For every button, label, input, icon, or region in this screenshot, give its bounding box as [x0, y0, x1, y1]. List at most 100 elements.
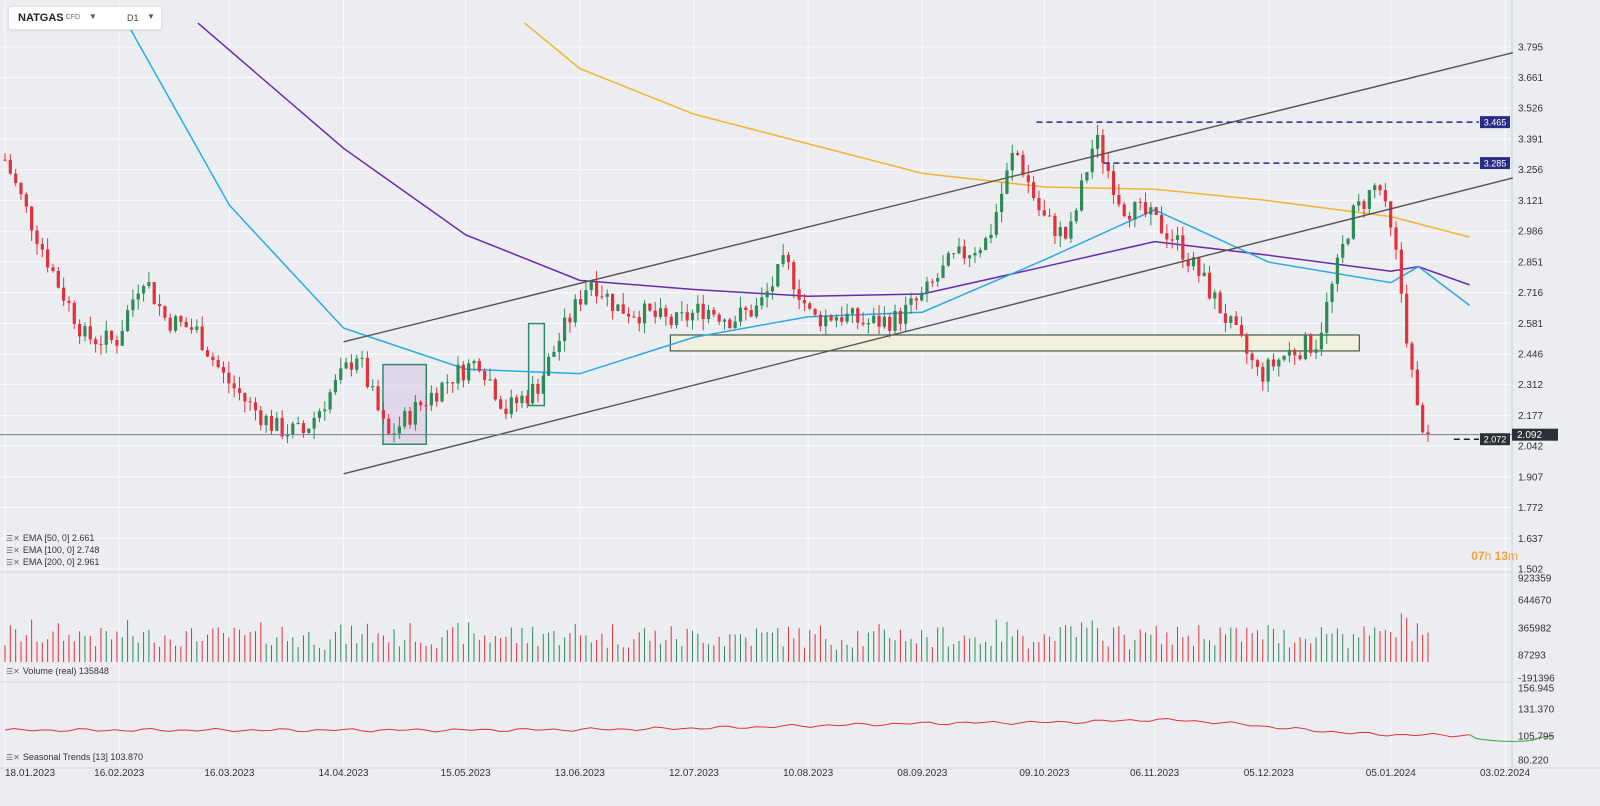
candle-body	[1149, 207, 1153, 215]
candle-body	[1010, 152, 1014, 171]
candle-body	[1239, 324, 1244, 336]
candle-body	[850, 308, 855, 314]
level-tag-text: 2.072	[1484, 435, 1507, 445]
seasonal-tick-label: 156.945	[1518, 684, 1555, 695]
candle-body	[1335, 257, 1339, 284]
candle-body	[275, 417, 279, 431]
candle-body	[339, 368, 343, 380]
candle-body	[195, 326, 199, 330]
candle-body	[584, 290, 588, 305]
legend-seasonal[interactable]: ☰✕ Seasonal Trends [13] 103.870	[6, 752, 143, 762]
candle-body	[957, 246, 961, 254]
candle-body	[125, 310, 130, 332]
candle-body	[722, 319, 727, 322]
candle-body	[642, 303, 647, 324]
date-tick-label: 08.09.2023	[897, 768, 947, 779]
candle-body	[141, 286, 146, 294]
symbol-chevron-down-icon[interactable]: ▼	[89, 12, 97, 21]
volume-tick-label: -191396	[1518, 674, 1555, 685]
candle-body	[477, 361, 481, 372]
candle-body	[1016, 152, 1020, 155]
candle-body	[781, 255, 785, 265]
candle-body	[728, 319, 732, 328]
candle-body	[221, 367, 226, 373]
date-tick-label: 05.01.2024	[1366, 768, 1416, 779]
candle-body	[648, 303, 652, 311]
candle-body	[600, 296, 604, 298]
candle-body	[1127, 215, 1132, 220]
candle-body	[387, 418, 391, 434]
candle-body	[509, 397, 513, 415]
candle-body	[424, 405, 428, 407]
candle-body	[824, 315, 828, 327]
candle-body	[1053, 215, 1057, 237]
candle-body	[834, 317, 839, 321]
price-tick-label: 1.772	[1518, 503, 1543, 514]
candle-body	[285, 434, 290, 437]
candle-body	[1207, 272, 1212, 299]
timeframe-label[interactable]: D1	[127, 13, 139, 23]
candle-body	[541, 375, 545, 394]
candle-body	[381, 410, 386, 419]
candle-body	[360, 357, 364, 359]
candle-body	[936, 277, 940, 282]
candle-body	[717, 314, 721, 322]
price-tick-label: 1.907	[1518, 472, 1543, 483]
candle-body	[237, 388, 242, 394]
candle-body	[632, 316, 636, 318]
candle-body	[1266, 359, 1270, 382]
legend-volume[interactable]: ☰✕ Volume (real) 135848	[6, 666, 109, 676]
instrument-toolbar[interactable]: NATGAS CFD ▼ D1 ▼	[8, 6, 162, 30]
settings-icon[interactable]: ☰✕	[6, 752, 20, 762]
settings-icon[interactable]: ☰✕	[6, 533, 20, 543]
candle-body	[445, 382, 449, 384]
volume-bars	[4, 613, 1429, 662]
candle-body	[1399, 249, 1403, 294]
candle-body	[317, 411, 322, 418]
candle-body	[808, 303, 812, 309]
candle-body	[40, 243, 44, 250]
date-tick-label: 09.10.2023	[1019, 768, 1069, 779]
candle-body	[1122, 204, 1126, 216]
candle-body	[291, 423, 295, 435]
candle-body	[307, 428, 311, 434]
candle-body	[243, 393, 247, 402]
candle-body	[1181, 235, 1185, 260]
candle-body	[1282, 355, 1286, 360]
settings-icon[interactable]: ☰✕	[6, 557, 20, 567]
settings-icon[interactable]: ☰✕	[6, 666, 20, 676]
candle-body	[152, 282, 156, 304]
candle-body	[323, 409, 327, 412]
highlight-box	[527, 322, 546, 407]
candle-body	[1373, 185, 1377, 191]
legend-ema200[interactable]: ☰✕ EMA [200, 0] 2.961	[6, 557, 100, 567]
candle-body	[920, 292, 924, 301]
current-price-tag: 2.092	[1512, 428, 1558, 441]
settings-icon[interactable]: ☰✕	[6, 545, 20, 555]
candle-body	[1202, 272, 1206, 276]
legend-ema50[interactable]: ☰✕ EMA [50, 0] 2.661	[6, 533, 95, 543]
candle-body	[1245, 335, 1249, 354]
symbol-label[interactable]: NATGAS CFD	[18, 12, 81, 24]
volume-tick-label: 644670	[1518, 596, 1552, 607]
date-tick-label: 03.02.2024	[1480, 768, 1530, 779]
candle-body	[365, 357, 370, 388]
candle-body	[328, 392, 332, 410]
candle-body	[1351, 205, 1355, 239]
candle-body	[1303, 335, 1308, 360]
candle-body	[301, 423, 306, 434]
candle-body	[1277, 359, 1281, 367]
candle-body	[925, 281, 929, 293]
timeframe-chevron-down-icon[interactable]: ▼	[147, 12, 155, 21]
level-price-tag: 2.072	[1480, 433, 1510, 446]
candle-body	[749, 310, 753, 317]
candle-body	[408, 411, 412, 425]
legend-ema100[interactable]: ☰✕ EMA [100, 0] 2.748	[6, 545, 100, 555]
ema200-line	[524, 22, 1470, 238]
candle-body	[1079, 180, 1084, 211]
candle-body	[578, 299, 583, 305]
candle-body	[35, 230, 39, 244]
candle-body	[1058, 227, 1062, 237]
